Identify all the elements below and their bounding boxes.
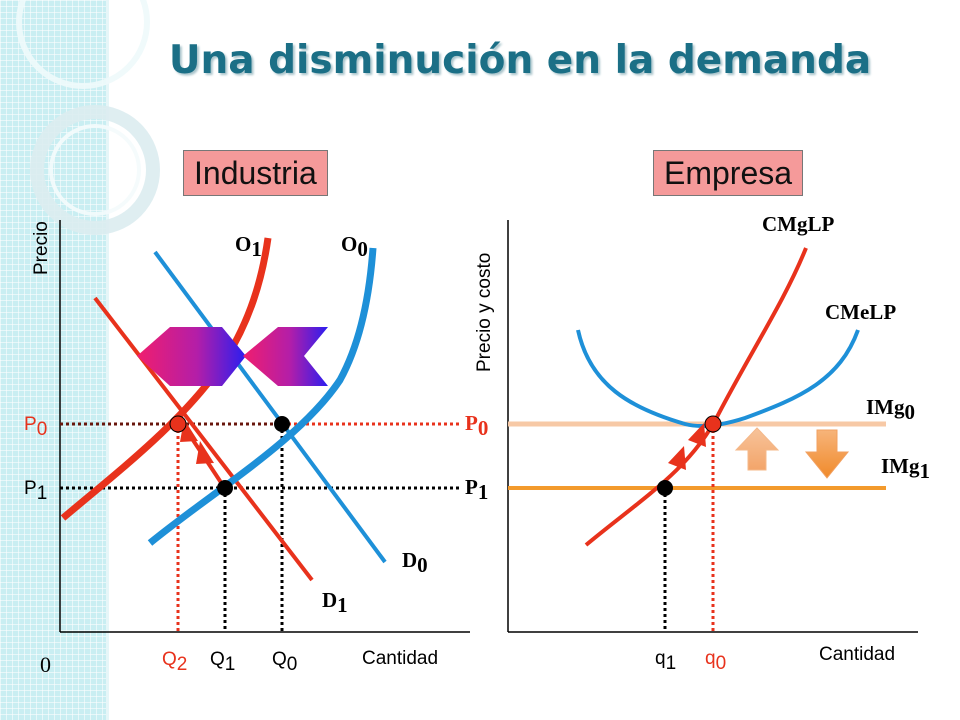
label-o1: O1 xyxy=(235,232,262,261)
decorative-side-edge xyxy=(106,0,109,720)
origin-label: 0 xyxy=(40,652,51,677)
firm-equilibrium-initial xyxy=(704,415,722,433)
industria-y-axis-label: Precio xyxy=(31,221,52,275)
label-q0-firm: q0 xyxy=(705,648,726,674)
adjustment-arrows-right xyxy=(668,423,706,470)
label-img0: IMg0 xyxy=(866,395,915,424)
industria-axes xyxy=(59,220,470,633)
label-p0-left: P0 xyxy=(24,414,47,440)
supply-curve-o0 xyxy=(147,247,377,546)
label-p1-mid: P1 xyxy=(465,475,488,504)
label-q0: Q0 xyxy=(272,649,297,675)
label-q1-firm: q1 xyxy=(655,648,676,674)
label-p0-mid: P0 xyxy=(465,411,488,440)
empresa-label: Empresa xyxy=(653,150,804,196)
cmglp-curve xyxy=(584,247,808,547)
empresa-y-axis-label: Precio y costo xyxy=(474,253,495,372)
shift-left-arrow-2 xyxy=(243,327,328,386)
industria-x-axis-label: Cantidad xyxy=(362,648,438,669)
slide-title: Una disminución en la demanda xyxy=(168,38,872,83)
label-cmelp: CMeLP xyxy=(825,300,896,324)
decorative-side-strip xyxy=(0,0,106,720)
label-cmglp: CMgLP xyxy=(762,212,834,236)
firm-equilibrium-new xyxy=(657,480,673,496)
price-down-arrow xyxy=(804,429,850,479)
label-q1: Q1 xyxy=(210,649,235,675)
demand-curve-d1 xyxy=(93,296,314,582)
adjustment-arrows-left xyxy=(180,419,224,486)
empresa-x-axis-label: Cantidad xyxy=(819,644,895,665)
label-d1: D1 xyxy=(322,588,348,617)
industria-label: Industria xyxy=(183,150,328,196)
demand-curve-d0 xyxy=(153,250,387,564)
label-q2: Q2 xyxy=(162,649,187,675)
short-run-point xyxy=(217,480,233,496)
label-img1: IMg1 xyxy=(881,454,930,483)
label-p1-left: P1 xyxy=(24,478,47,504)
equilibrium-point-new xyxy=(169,415,187,433)
label-d0: D0 xyxy=(402,548,428,577)
shift-left-arrow-1 xyxy=(137,327,246,386)
price-up-arrow xyxy=(734,427,780,471)
decorative-rings xyxy=(16,0,160,235)
label-o0: O0 xyxy=(341,232,368,261)
equilibrium-point-initial xyxy=(274,416,290,432)
